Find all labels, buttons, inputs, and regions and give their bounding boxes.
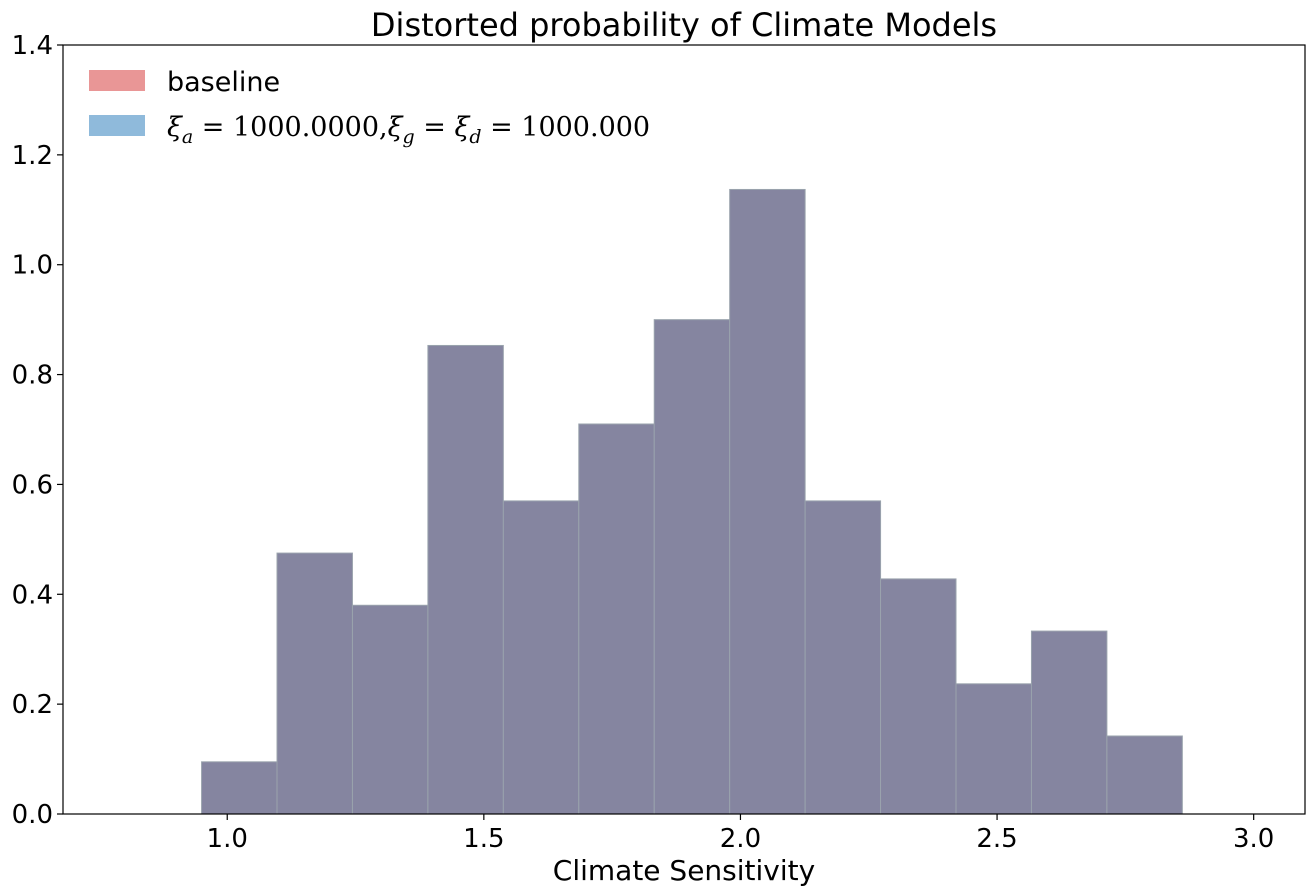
histogram-bar <box>955 683 1032 815</box>
y-tick-label: 0.6 <box>12 470 53 500</box>
x-axis: 1.0 1.5 2.0 2.5 3.0 <box>207 814 1274 854</box>
histogram-bar <box>427 344 504 815</box>
y-axis: 0.0 0.2 0.4 0.6 0.8 1.0 1.2 1.4 <box>12 31 63 830</box>
x-tick-label: 1.5 <box>463 824 504 854</box>
histogram-bar <box>1030 630 1108 815</box>
legend-swatch-baseline <box>89 70 145 91</box>
histogram-bar <box>351 604 429 815</box>
legend-label-distorted: ξa = 1000.0000,ξg = ξd = 1000.000 <box>167 112 650 148</box>
histogram-bar <box>1106 735 1183 815</box>
histogram-bar <box>276 552 353 815</box>
legend: baseline ξa = 1000.0000,ξg = ξd = 1000.0… <box>89 67 650 148</box>
y-tick-label: 0.2 <box>12 690 53 720</box>
histogram-bar <box>201 761 278 815</box>
chart-title: Distorted probability of Climate Models <box>371 6 997 44</box>
y-tick-label: 0.8 <box>12 361 53 391</box>
y-tick-label: 0.0 <box>12 800 53 830</box>
histogram-bar <box>880 578 957 815</box>
histogram-bar <box>578 423 655 815</box>
x-axis-label: Climate Sensitivity <box>553 854 815 887</box>
x-tick-label: 2.5 <box>976 824 1017 854</box>
x-tick-label: 3.0 <box>1233 824 1274 854</box>
y-tick-label: 1.2 <box>12 141 53 171</box>
legend-swatch-distorted <box>89 115 145 136</box>
y-tick-label: 1.0 <box>12 251 53 281</box>
histogram-bar <box>502 500 580 815</box>
plot-frame <box>62 44 1306 815</box>
y-tick-label: 0.4 <box>12 580 53 610</box>
y-tick-label: 1.4 <box>12 31 53 61</box>
histogram-bar <box>804 500 882 815</box>
x-tick-label: 2.0 <box>720 824 761 854</box>
x-tick-label: 1.0 <box>207 824 248 854</box>
histogram-bar <box>729 188 806 815</box>
histogram-bars <box>201 188 1183 815</box>
histogram-bar <box>653 319 731 815</box>
legend-label-baseline: baseline <box>167 67 280 98</box>
